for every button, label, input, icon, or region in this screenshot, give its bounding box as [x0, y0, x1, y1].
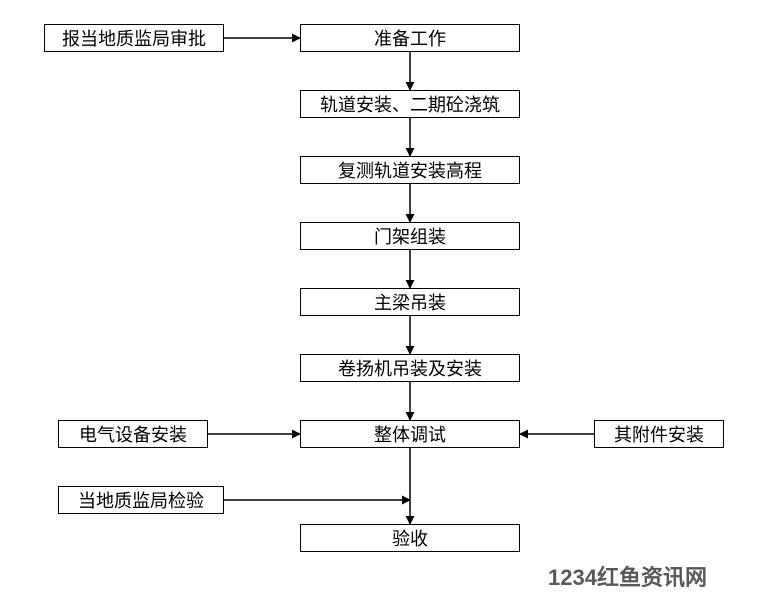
node-attach: 其附件安装 — [594, 420, 724, 448]
node-prep: 准备工作 — [300, 24, 520, 52]
node-beam: 主梁吊装 — [300, 288, 520, 316]
node-approval: 报当地质监局审批 — [44, 24, 224, 52]
node-debug: 整体调试 — [300, 420, 520, 448]
node-gantry: 门架组装 — [300, 222, 520, 250]
node-elec: 电气设备安装 — [58, 420, 208, 448]
node-winch: 卷扬机吊装及安装 — [300, 354, 520, 382]
node-track: 轨道安装、二期砼浇筑 — [300, 90, 520, 118]
node-inspect: 当地质监局检验 — [58, 486, 224, 514]
node-survey: 复测轨道安装高程 — [300, 156, 520, 184]
node-accept: 验收 — [300, 524, 520, 552]
watermark-text: 1234红鱼资讯网 — [548, 560, 707, 592]
